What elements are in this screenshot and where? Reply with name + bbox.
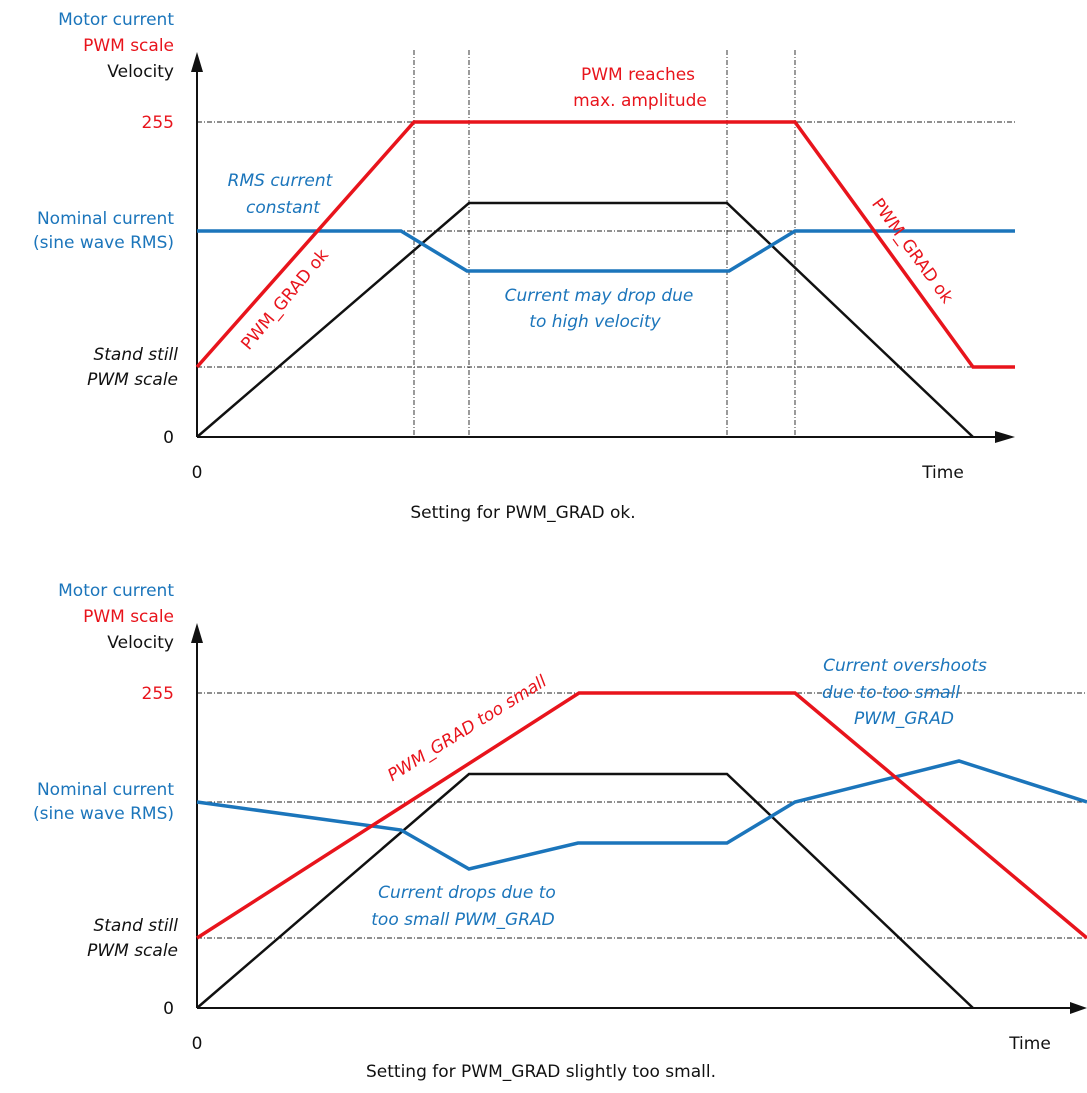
tick-standstill-line1: Stand still [93,916,178,936]
caption-top: Setting for PWM_GRAD ok. [410,503,635,523]
annotation-overshoot-line2: due to too small [822,683,960,703]
ylabel-motor-current: Motor current [58,581,174,601]
pwm-scale-curve [196,691,1087,940]
ylabel-pwm-scale: PWM scale [83,36,174,56]
annotation-current-drop-line2: to high velocity [529,312,661,332]
annotation-pwm-reaches-line2: max. amplitude [573,91,707,111]
tick-zero-x: 0 [192,1034,203,1054]
pwm-scale-curve [195,120,1015,369]
annotation-current-drop-line1: Current may drop due [505,286,694,306]
velocity-curve [196,772,974,1009]
diagram-pwm-grad-ok: Motor current PWM scale Velocity 255 Nom… [33,10,1015,523]
caption-bottom: Setting for PWM_GRAD slightly too small. [366,1062,716,1082]
tick-standstill-line2: PWM scale [87,941,178,961]
tick-zero-y: 0 [163,428,174,448]
annotation-drops-line2: too small PWM_GRAD [371,910,555,930]
annotation-overshoot-line3: PWM_GRAD [854,709,954,729]
y-axis-arrow [191,52,203,72]
tick-nominal-line2: (sine wave RMS) [33,804,174,824]
annotation-overshoot-line1: Current overshoots [823,656,987,676]
diagram-pwm-grad-too-small: Motor current PWM scale Velocity 255 Nom… [33,581,1087,1082]
tick-255: 255 [142,113,174,133]
x-axis-arrow [995,431,1015,443]
velocity-curve [196,201,974,438]
xlabel-time: Time [1008,1034,1051,1054]
current-curve [197,229,1015,273]
annotation-rms-line2: constant [246,198,321,218]
x-axis-arrow [1070,1002,1087,1014]
current-curve [196,759,1087,871]
ylabel-pwm-scale: PWM scale [83,607,174,627]
ylabel-velocity: Velocity [107,62,174,82]
tick-nominal-line1: Nominal current [37,209,174,229]
xlabel-time: Time [921,463,964,483]
ylabel-velocity: Velocity [107,633,174,653]
annotation-drops-line1: Current drops due to [378,883,556,903]
annotation-pwm-reaches-line1: PWM reaches [581,65,695,85]
tick-zero-y: 0 [163,999,174,1019]
tick-standstill-line2: PWM scale [87,370,178,390]
annotation-rms-line1: RMS current [228,171,334,191]
ylabel-motor-current: Motor current [58,10,174,30]
annotation-grad-ok-falling: PWM_GRAD ok [867,195,957,308]
y-axis-arrow [191,623,203,643]
tick-nominal-line1: Nominal current [37,780,174,800]
tick-255: 255 [142,684,174,704]
tick-nominal-line2: (sine wave RMS) [33,233,174,253]
annotation-grad-ok-rising: PWM_GRAD ok [237,245,333,354]
tick-zero-x: 0 [192,463,203,483]
tick-standstill-line1: Stand still [93,345,178,365]
